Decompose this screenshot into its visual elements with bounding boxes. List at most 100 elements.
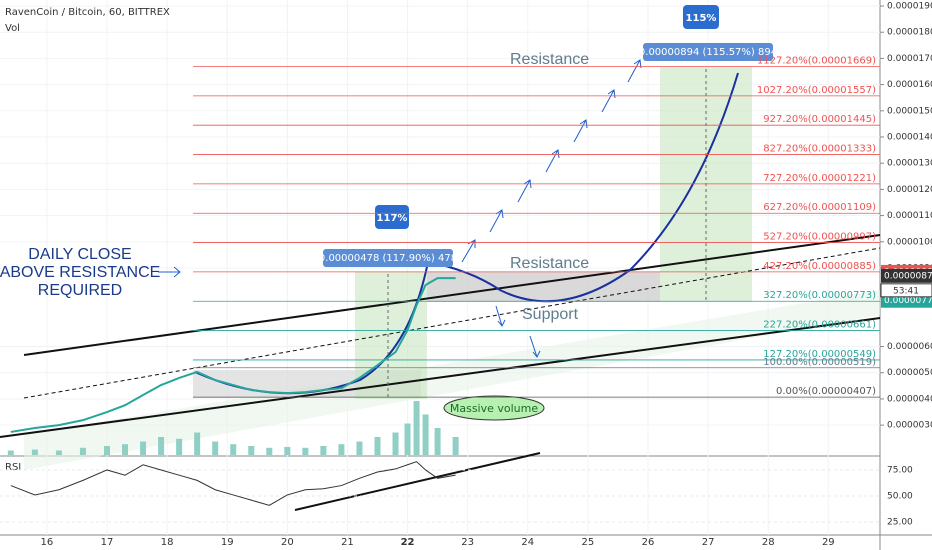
x-tick-label: 29: [822, 537, 835, 548]
fib-label: 727.20%(0.00001221): [763, 173, 876, 184]
volume-bar: [212, 441, 219, 455]
x-tick-label: 19: [221, 537, 234, 548]
volume-bar: [356, 441, 363, 455]
volume-bar: [176, 438, 183, 455]
x-tick-label: 27: [702, 537, 715, 548]
x-tick-label: 16: [41, 537, 54, 548]
rsi-line: [10, 461, 456, 506]
resistance-label: Resistance: [510, 51, 589, 68]
x-tick-label: 17: [101, 537, 114, 548]
y-tick-label: 0.00000500: [887, 368, 932, 378]
volume-bar: [194, 432, 201, 455]
x-tick-label: 21: [341, 537, 354, 548]
x-tick-label: 23: [461, 537, 474, 548]
volume-bar: [7, 450, 14, 455]
measure-text: 0.00000894 (115.57%) 894: [639, 47, 777, 58]
note: REQUIRED: [38, 282, 122, 299]
price-tag: [881, 268, 932, 283]
volume-bar: [422, 414, 429, 455]
trend-line: [23, 247, 881, 399]
fib-label: 827.20%(0.00001333): [763, 144, 876, 155]
fib-label: 1027.20%(0.00001557): [757, 85, 876, 96]
y-tick-label: 0.00001900: [887, 2, 932, 12]
volume-bar: [31, 449, 38, 455]
volume-label: Vol: [5, 23, 20, 34]
y-tick-label: 0.00001500: [887, 106, 932, 116]
volume-bar: [122, 444, 129, 455]
volume-bar: [452, 437, 459, 455]
fib-label: 1127.20%(0.00001669): [757, 56, 876, 67]
badge: [375, 205, 409, 229]
note: ABOVE RESISTANCE: [0, 264, 160, 281]
resistance-label: Resistance: [510, 255, 589, 272]
y-tick-label: 0.00001600: [887, 80, 932, 90]
y-tick-label: 0.00000600: [887, 342, 932, 352]
volume-bar: [404, 423, 411, 455]
volume-bar: [302, 447, 309, 455]
volume-bar: [374, 437, 381, 455]
volume-bar: [266, 447, 273, 455]
volume-bar: [413, 401, 420, 455]
y-tick-label: 0.00001000: [887, 237, 932, 247]
volume-bar: [103, 446, 110, 455]
title: RavenCoin / Bitcoin, 60, BITTREX: [5, 7, 170, 18]
fib-label: 100.00%(0.00000519): [763, 357, 876, 368]
x-tick-label: 24: [521, 537, 534, 548]
badge-text: 117%: [377, 213, 408, 224]
fib-label: 0.00%(0.00000407): [776, 386, 876, 397]
volume-bar: [140, 441, 147, 455]
support-label: Support: [522, 306, 579, 323]
fib-label: 127.20%(0.00000549): [763, 349, 876, 360]
trend-line: [0, 317, 881, 438]
x-tick-label: 18: [161, 537, 174, 548]
countdown-box: [880, 283, 932, 298]
volume-note: Massive volume: [450, 402, 539, 415]
volume-callout: [443, 395, 545, 421]
fib-label: 427.20%(0.00000885): [763, 261, 876, 272]
volume-bar: [320, 446, 327, 455]
y-tick-label: 0.00001800: [887, 28, 932, 38]
rsi-trend-line: [294, 452, 541, 511]
fib-label: 927.20%(0.00001445): [763, 114, 876, 125]
y-tick-label: 0.00001700: [887, 54, 932, 64]
y-tick-label: 0.00000400: [887, 394, 932, 404]
channel-fill: [24, 290, 880, 470]
volume-bar: [248, 446, 255, 455]
x-tick-label: 28: [762, 537, 775, 548]
price-line: [10, 277, 456, 433]
x-tick-label: 25: [582, 537, 595, 548]
y-tick-label: 0.00001100: [887, 211, 932, 221]
measure-text: 0.00000478 (117.90%) 478: [319, 253, 457, 264]
fib-label: 527.20%(0.00000997): [763, 232, 876, 243]
fib-label: 227.20%(0.00000661): [763, 320, 876, 331]
trend-line: [23, 234, 881, 356]
volume-bar: [79, 447, 86, 455]
badge: [683, 5, 719, 29]
volume-bar: [55, 450, 62, 455]
x-tick-label: 26: [642, 537, 655, 548]
volume-bar: [338, 444, 345, 455]
countdown: 53:41: [893, 286, 919, 296]
volume-bar: [230, 444, 237, 455]
volume-bar: [284, 446, 291, 455]
x-tick-label: 22: [401, 537, 415, 548]
measure-label-box: [643, 43, 773, 61]
y-tick-label: 0.00001300: [887, 159, 932, 169]
rsi-tick-label: 25.00: [887, 517, 913, 527]
note: DAILY CLOSE: [28, 246, 131, 263]
y-tick-label: 0.00000300: [887, 421, 932, 431]
rsi-label: RSI: [5, 462, 21, 473]
x-tick-label: 20: [281, 537, 294, 548]
fib-label: 327.20%(0.00000773): [763, 290, 876, 301]
volume-bar: [158, 437, 165, 455]
resistance-box: [427, 272, 660, 302]
y-tick-label: 0.00001400: [887, 132, 932, 142]
measure-label-box: [323, 249, 453, 267]
badge-text: 115%: [686, 13, 717, 24]
y-tick-label: 0.00001200: [887, 185, 932, 195]
rsi-tick-label: 50.00: [887, 491, 913, 501]
rsi-tick-label: 75.00: [887, 465, 913, 475]
